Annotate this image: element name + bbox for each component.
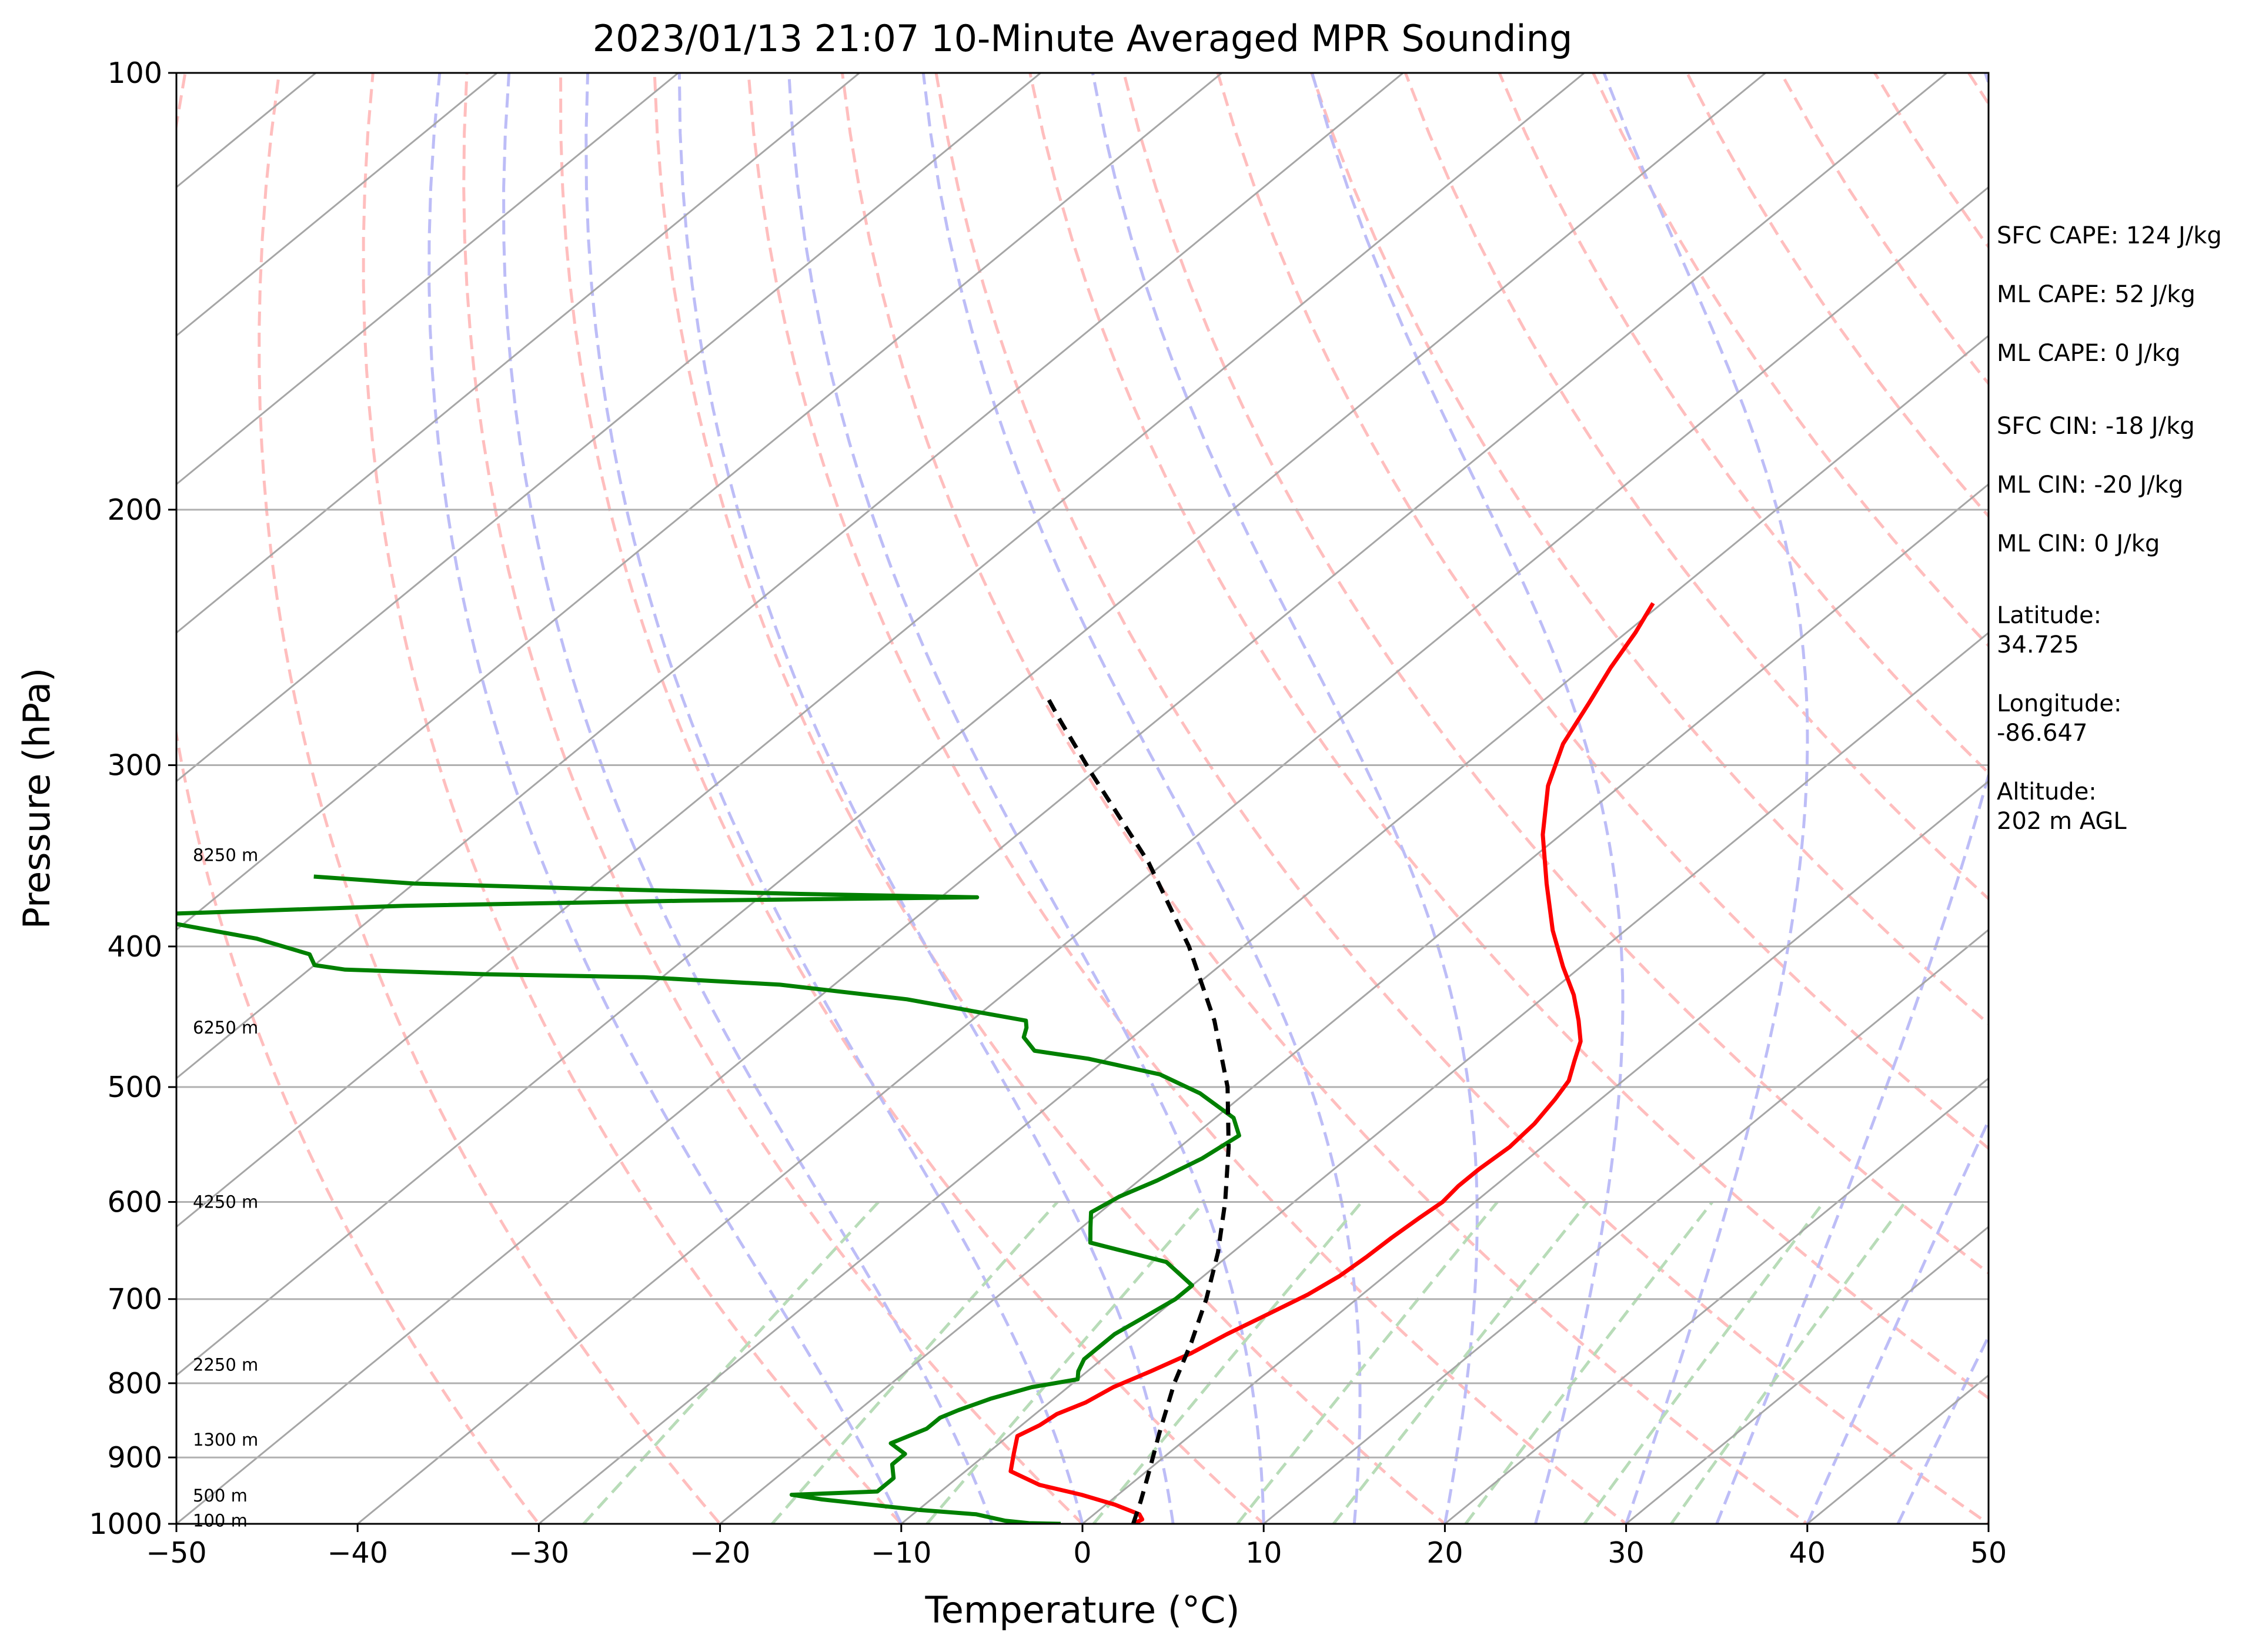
chart-title: 2023/01/13 21:07 10-Minute Averaged MPR … [593, 17, 1573, 60]
dry-adiabat-line [1028, 73, 1989, 1400]
height-labels: 8250 m 6250 m 4250 m 2250 m 1300 m 500 m 100 m [193, 845, 258, 1530]
axis-ticks: −50 −40 −30 −20 −10 0 10 20 30 40 50 100 200 300 400 50… [89, 56, 2007, 1570]
x-tick-label: −40 [327, 1536, 387, 1570]
dry-adiabat-line [841, 73, 1810, 1524]
ml-cin-text: ML CIN: -20 J/kg [1997, 471, 2183, 499]
isotherm-line [176, 73, 1223, 931]
y-tick-label: 600 [107, 1185, 162, 1219]
mixing-ratio-line [771, 1200, 1059, 1524]
dewpoint-line [176, 874, 1241, 1524]
moist-adiabat-line [584, 73, 1084, 1524]
dry-adiabat-line [362, 73, 904, 1524]
height-label: 1300 m [193, 1430, 258, 1450]
altitude-label: Altitude: [1997, 778, 2097, 805]
isotherm-line [176, 73, 1041, 782]
height-label: 500 m [193, 1486, 248, 1506]
x-tick-label: 10 [1245, 1536, 1282, 1570]
longitude-label: Longitude: [1997, 690, 2121, 717]
dry-adiabat-line [2250, 73, 2259, 1554]
moist-adiabat-line [1715, 73, 1989, 1524]
isotherm-line [176, 73, 498, 337]
dry-adiabat-line [747, 73, 1629, 1524]
isotherm-line [1444, 1077, 1989, 1524]
isotherm-line [176, 73, 860, 634]
x-tick-label: 40 [1789, 1536, 1826, 1570]
x-tick-label: −20 [690, 1536, 750, 1570]
dry-adiabat-line [653, 73, 1448, 1524]
thermo-info-panel: SFC CAPE: 124 J/kg ML CAPE: 52 J/kg ML C… [1997, 222, 2222, 835]
sfc-cin-text: SFC CIN: -18 J/kg [1997, 413, 2195, 440]
isotherm-line [719, 483, 1989, 1524]
height-label: 8250 m [193, 845, 258, 865]
isotherm-line [176, 73, 1585, 1228]
isotherm-line [176, 73, 679, 486]
temperature-line [1008, 602, 1655, 1524]
height-label: 4250 m [193, 1192, 258, 1212]
dry-adiabat-line [1403, 73, 1989, 901]
x-tick-label: 50 [1970, 1536, 2007, 1570]
dry-adiabat-line [559, 73, 1266, 1524]
moist-adiabat-line [677, 73, 1175, 1524]
mu-cape-text: ML CAPE: 0 J/kg [1997, 340, 2180, 367]
x-tick-label: −30 [509, 1536, 569, 1570]
ml-cape-text: ML CAPE: 52 J/kg [1997, 281, 2195, 308]
isotherm-line [1263, 928, 1989, 1524]
dry-adiabat-line [258, 73, 722, 1524]
moist-adiabat-line [1896, 1333, 1989, 1524]
dry-adiabat-line [176, 73, 541, 1524]
y-tick-label: 500 [107, 1071, 162, 1104]
mu-cin-text: ML CIN: 0 J/kg [1997, 530, 2160, 557]
x-tick-label: −10 [871, 1536, 931, 1570]
x-tick-label: 30 [1608, 1536, 1644, 1570]
isotherm-line [1082, 780, 1989, 1524]
moist-adiabat-line [787, 73, 1265, 1524]
isotherm-line [1625, 1225, 1989, 1524]
isotherm-line [176, 73, 1404, 1080]
y-tick-label: 400 [107, 930, 162, 964]
y-tick-label: 300 [107, 749, 162, 782]
altitude-value: 202 m AGL [1997, 808, 2127, 835]
dry-adiabat-line [462, 73, 1085, 1524]
x-tick-label: −50 [146, 1536, 206, 1570]
plot-frame [175, 72, 1990, 1525]
x-axis-label: Temperature (°C) [924, 1589, 1239, 1631]
isotherm-line [900, 631, 1989, 1524]
mixing-ratio-line [582, 1200, 880, 1524]
dry-adiabat-line [934, 73, 1989, 1524]
moist-adiabat-line [1806, 1117, 1989, 1524]
reference-lines [176, 73, 2259, 1554]
moist-adiabat-line [502, 73, 994, 1524]
latitude-label: Latitude: [1997, 602, 2101, 629]
height-label: 2250 m [193, 1355, 258, 1375]
data-lines [176, 602, 1655, 1524]
y-axis-label: Pressure (hPa) [15, 668, 58, 929]
sfc-cape-text: SFC CAPE: 124 J/kg [1997, 222, 2222, 249]
y-tick-label: 800 [107, 1367, 162, 1400]
longitude-value: -86.647 [1997, 720, 2087, 747]
x-tick-label: 20 [1426, 1536, 1463, 1570]
x-tick-label: 0 [1073, 1536, 1091, 1570]
latitude-value: 34.725 [1997, 631, 2079, 658]
moist-adiabat-line [1311, 73, 1625, 1524]
y-tick-label: 1000 [89, 1507, 162, 1541]
isotherm-line [176, 73, 1766, 1377]
y-tick-label: 700 [107, 1283, 162, 1316]
y-tick-label: 900 [107, 1441, 162, 1474]
parcel-line [1044, 693, 1231, 1524]
moist-adiabat-line [921, 73, 1362, 1524]
isotherm-line [176, 73, 1947, 1524]
isotherm-line [357, 186, 1989, 1524]
y-tick-label: 200 [107, 493, 162, 527]
moist-adiabat-line [427, 73, 903, 1524]
height-label: 100 m [193, 1511, 248, 1531]
y-tick-label: 100 [107, 56, 162, 90]
dry-adiabat-line [1498, 73, 1989, 775]
height-label: 6250 m [193, 1018, 258, 1038]
isotherm-line [538, 335, 1989, 1524]
